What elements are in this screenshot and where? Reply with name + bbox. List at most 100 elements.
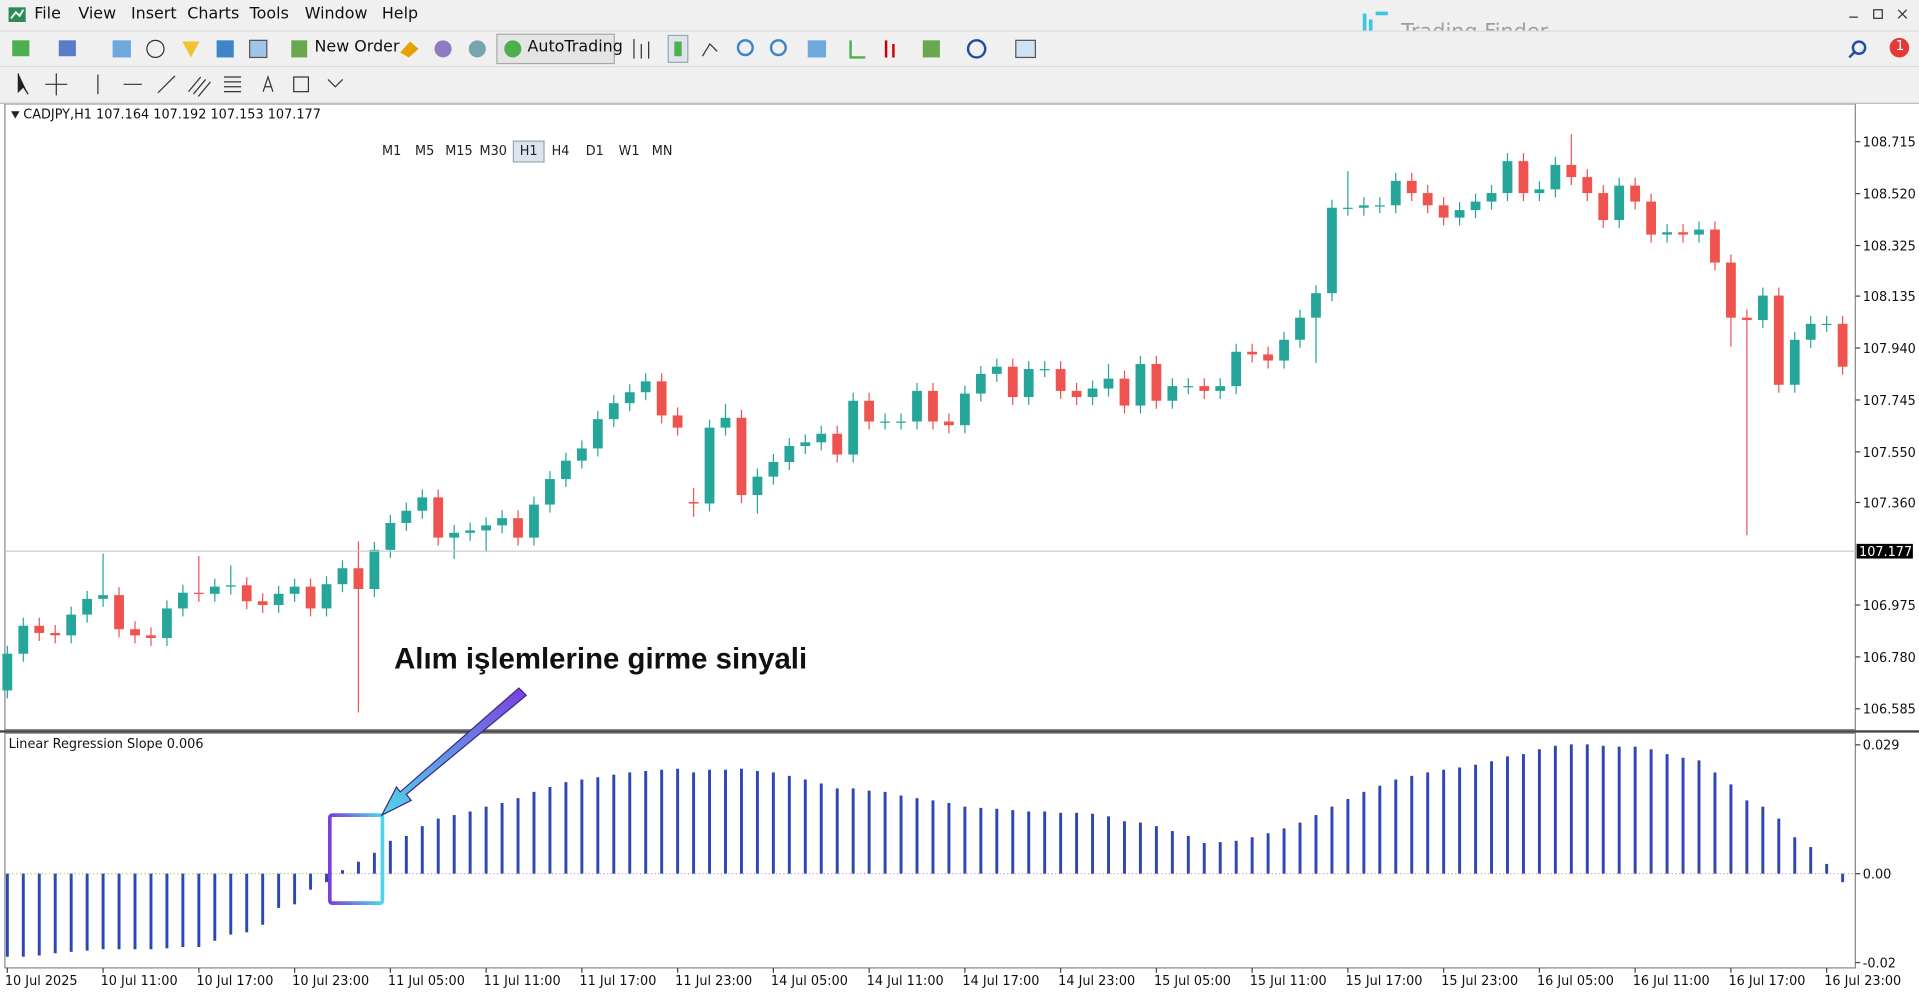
candle-body	[1470, 201, 1481, 211]
y-tick-label: 106.975	[1863, 599, 1916, 614]
timeframe-button[interactable]: M30	[479, 144, 507, 159]
timeframe-button[interactable]: D1	[585, 144, 604, 159]
zoom-in-icon[interactable]	[736, 39, 754, 57]
label-tool[interactable]	[293, 76, 310, 93]
y-tick-label: 0.00	[1863, 868, 1892, 883]
menu-item[interactable]: Window	[304, 4, 368, 24]
x-tick-label: 14 Jul 23:00	[1058, 974, 1135, 989]
candle-body	[1502, 161, 1513, 194]
candle-body	[991, 366, 1002, 374]
menu-item[interactable]: Help	[381, 4, 419, 24]
notification-badge[interactable]	[1889, 37, 1910, 58]
candle-body	[1678, 232, 1688, 235]
market-watch-icon[interactable]	[112, 40, 131, 58]
candle-body	[1055, 369, 1066, 391]
timeframe-button[interactable]: M1	[381, 144, 402, 159]
market-icon[interactable]	[468, 40, 486, 58]
timeframe-button[interactable]: M5	[415, 144, 435, 159]
y-tick-label: 108.135	[1863, 290, 1916, 305]
current-price-box	[1856, 543, 1913, 559]
trendline-tool[interactable]	[157, 75, 176, 94]
candle-body	[305, 586, 316, 609]
autotrading-label[interactable]: AutoTrading	[527, 37, 623, 57]
chart-shift-icon[interactable]	[884, 40, 895, 58]
metaeditor-icon[interactable]	[400, 41, 419, 58]
candle-body	[1646, 201, 1657, 235]
candle-body	[257, 601, 268, 605]
candle-body	[561, 460, 571, 480]
candle-body	[1821, 323, 1832, 326]
templates-icon[interactable]	[1015, 39, 1036, 59]
autoscroll-icon[interactable]	[849, 40, 866, 59]
candle-body	[273, 593, 284, 605]
data-window-icon[interactable]	[146, 39, 165, 59]
periods-icon[interactable]	[966, 39, 987, 59]
restore-button[interactable]	[1873, 9, 1883, 19]
channel-tool[interactable]	[188, 76, 211, 97]
candle-body	[1757, 295, 1768, 321]
timeframe-button[interactable]: MN	[651, 144, 673, 159]
menu-item[interactable]: Charts	[187, 4, 240, 24]
x-tick-label: 16 Jul 11:00	[1633, 974, 1710, 989]
candle-body	[1247, 351, 1258, 355]
y-tick-label: 107.745	[1863, 394, 1916, 409]
new-order-icon[interactable]	[291, 40, 308, 58]
candle-body	[465, 530, 476, 533]
timeframe-button[interactable]: W1	[618, 144, 640, 159]
bar-chart-icon[interactable]	[633, 39, 650, 59]
candle-body	[1805, 323, 1816, 340]
candle-body	[688, 501, 699, 504]
timeframe-button[interactable]: M15	[445, 144, 473, 159]
tile-icon[interactable]	[807, 40, 827, 58]
new-chart-icon[interactable]	[12, 40, 30, 57]
arrows-tool[interactable]	[327, 79, 344, 88]
x-tick-label: 14 Jul 05:00	[771, 974, 848, 989]
timeframe-button[interactable]: H4	[551, 144, 570, 159]
candle-body	[720, 417, 731, 428]
tester-icon[interactable]	[249, 39, 268, 59]
line-chart-icon[interactable]	[701, 43, 718, 57]
close-button[interactable]	[1897, 9, 1908, 19]
candle-body	[209, 586, 220, 594]
candle-body	[1694, 229, 1704, 235]
candle-body	[1486, 193, 1497, 202]
candle-body	[864, 400, 875, 422]
crosshair-tool[interactable]	[45, 73, 68, 96]
menu-item[interactable]: File	[34, 4, 61, 24]
x-tick-label: 14 Jul 17:00	[962, 974, 1039, 989]
menu-item[interactable]: Insert	[130, 4, 177, 24]
symbol-dropdown[interactable]	[11, 111, 20, 119]
text-tool[interactable]	[262, 75, 274, 92]
menu-item[interactable]: View	[78, 4, 117, 24]
candle-body	[385, 522, 396, 550]
candle-body	[1151, 364, 1162, 401]
candle-body	[1374, 205, 1385, 207]
candle-body	[1119, 378, 1130, 406]
profiles-icon[interactable]	[58, 40, 76, 57]
navigator-icon[interactable]	[182, 41, 200, 58]
terminal-icon[interactable]	[216, 40, 234, 58]
new-order-label[interactable]: New Order	[314, 37, 400, 57]
candle-body	[66, 614, 77, 636]
quote-close: 107.177	[267, 107, 321, 123]
drawing-tools	[17, 73, 344, 97]
toolbar-icons	[12, 33, 1036, 65]
timeframe-button[interactable]: H1	[512, 140, 545, 163]
signals-icon[interactable]	[434, 40, 452, 58]
zoom-out-icon[interactable]	[769, 39, 787, 57]
menu-item[interactable]: Tools	[249, 4, 289, 24]
candle-body	[529, 504, 539, 538]
candle-body	[162, 608, 172, 638]
y-tick-label: 0.029	[1863, 739, 1900, 754]
search-icon[interactable]	[1851, 40, 1867, 55]
fibonacci-tool[interactable]	[223, 76, 242, 93]
candle-body	[337, 568, 348, 585]
candle-body	[1422, 193, 1433, 206]
candle-body	[401, 510, 412, 523]
candle-body	[800, 442, 811, 447]
candle-body	[1518, 161, 1529, 194]
cursor-tool[interactable]	[17, 73, 29, 95]
y-tick-label: 106.780	[1863, 651, 1916, 666]
indicators-icon[interactable]	[922, 40, 940, 58]
candle-body	[1534, 189, 1545, 194]
